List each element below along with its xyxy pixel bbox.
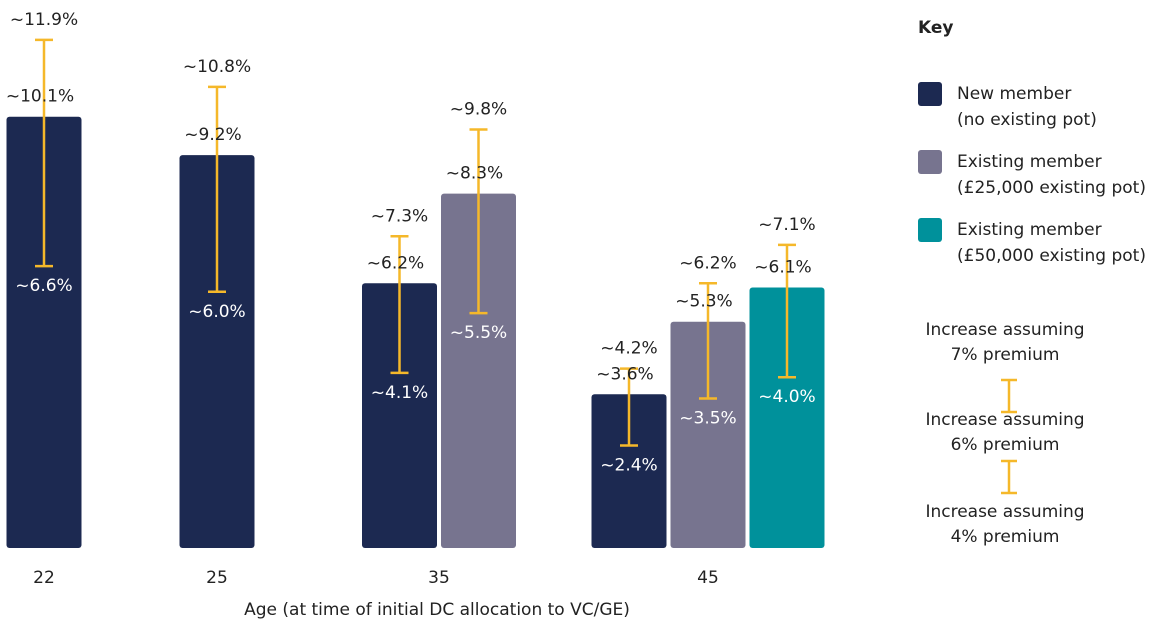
x-axis-label: Age (at time of initial DC allocation to… bbox=[244, 600, 630, 620]
low-label: ~3.5% bbox=[679, 409, 736, 429]
key-premium-label: Increase assuming bbox=[925, 410, 1084, 430]
legend-label: Existing member bbox=[957, 152, 1102, 172]
legend-swatch bbox=[918, 218, 942, 242]
legend-swatch bbox=[918, 82, 942, 106]
value-label: ~6.1% bbox=[754, 258, 811, 278]
bar bbox=[591, 394, 667, 548]
legend-label: New member bbox=[957, 84, 1071, 104]
value-label: ~6.2% bbox=[367, 253, 424, 273]
high-label: ~9.8% bbox=[450, 100, 507, 120]
key-premium-label: 6% premium bbox=[951, 435, 1060, 455]
key-premium-label: Increase assuming bbox=[925, 320, 1084, 340]
low-label: ~6.6% bbox=[15, 276, 72, 296]
low-label: ~6.0% bbox=[188, 302, 245, 322]
high-label: ~7.1% bbox=[758, 215, 815, 235]
value-label: ~9.2% bbox=[184, 125, 241, 145]
bar bbox=[749, 287, 825, 548]
low-label: ~2.4% bbox=[600, 456, 657, 476]
value-label: ~3.6% bbox=[596, 364, 653, 384]
low-label: ~5.5% bbox=[450, 323, 507, 343]
key-premium-label: 7% premium bbox=[951, 345, 1060, 365]
low-label: ~4.1% bbox=[371, 383, 428, 403]
bar bbox=[441, 193, 516, 548]
x-tick-label: 22 bbox=[33, 568, 55, 588]
bar bbox=[6, 116, 82, 548]
x-tick-label: 25 bbox=[206, 568, 228, 588]
key-premium-label: Increase assuming bbox=[925, 502, 1084, 522]
x-tick-label: 45 bbox=[697, 568, 719, 588]
high-label: ~6.2% bbox=[679, 253, 736, 273]
legend-detail: (no existing pot) bbox=[957, 110, 1097, 130]
x-tick-label: 35 bbox=[428, 568, 450, 588]
bar bbox=[670, 321, 746, 548]
legend-detail: (£25,000 existing pot) bbox=[957, 178, 1146, 198]
value-label: ~10.1% bbox=[6, 87, 74, 107]
high-label: ~4.2% bbox=[600, 339, 657, 359]
legend-label: Existing member bbox=[957, 220, 1102, 240]
high-label: ~10.8% bbox=[183, 57, 251, 77]
key-title: Key bbox=[918, 18, 954, 38]
high-label: ~7.3% bbox=[371, 206, 428, 226]
legend-swatch bbox=[918, 150, 942, 174]
value-label: ~8.3% bbox=[446, 164, 503, 184]
bar bbox=[362, 283, 437, 548]
bar bbox=[179, 155, 255, 548]
key-premium-label: 4% premium bbox=[951, 527, 1060, 547]
low-label: ~4.0% bbox=[758, 387, 815, 407]
high-label: ~11.9% bbox=[10, 10, 78, 30]
legend-detail: (£50,000 existing pot) bbox=[957, 246, 1146, 266]
value-label: ~5.3% bbox=[675, 292, 732, 312]
